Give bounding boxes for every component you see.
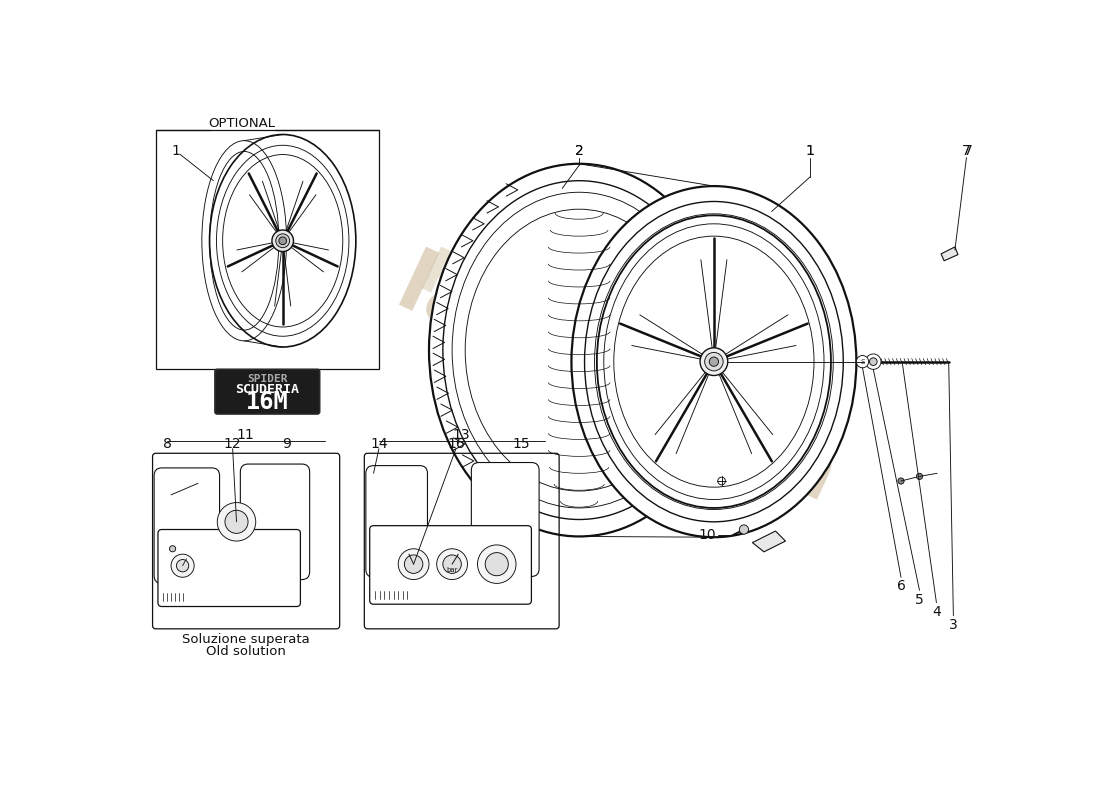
Text: 15: 15 — [513, 437, 530, 451]
Text: 12: 12 — [223, 437, 242, 451]
Text: 7: 7 — [962, 145, 971, 158]
Text: 8: 8 — [163, 437, 172, 451]
Circle shape — [279, 237, 287, 245]
FancyBboxPatch shape — [370, 526, 531, 604]
Text: 1: 1 — [805, 145, 815, 158]
Text: 2: 2 — [575, 145, 583, 158]
Text: OPTIONAL: OPTIONAL — [208, 118, 275, 130]
Text: SPIDER: SPIDER — [248, 374, 287, 384]
Polygon shape — [942, 247, 958, 261]
Text: 9: 9 — [282, 437, 292, 451]
Circle shape — [705, 353, 723, 371]
FancyBboxPatch shape — [241, 464, 310, 579]
Circle shape — [218, 502, 255, 541]
FancyBboxPatch shape — [472, 462, 539, 577]
Text: bar: bar — [447, 566, 458, 573]
Text: Soluzione superata: Soluzione superata — [182, 633, 309, 646]
Text: la passion: la passion — [385, 244, 850, 518]
Circle shape — [272, 230, 294, 251]
Circle shape — [437, 549, 468, 579]
FancyBboxPatch shape — [366, 466, 428, 578]
Text: 4: 4 — [932, 605, 940, 619]
Circle shape — [276, 234, 289, 248]
Text: 16: 16 — [447, 437, 465, 451]
Circle shape — [916, 474, 923, 479]
Text: S: S — [860, 358, 865, 365]
Text: 3: 3 — [949, 618, 958, 632]
Circle shape — [169, 546, 176, 552]
Circle shape — [176, 559, 189, 572]
Circle shape — [224, 510, 249, 534]
FancyBboxPatch shape — [214, 370, 320, 414]
Text: 13: 13 — [452, 428, 470, 442]
Text: 1: 1 — [805, 145, 815, 158]
Text: 7: 7 — [964, 145, 972, 158]
FancyBboxPatch shape — [158, 530, 300, 606]
Text: SCUDERIA: SCUDERIA — [235, 383, 299, 396]
Text: 85: 85 — [586, 346, 772, 508]
Ellipse shape — [429, 164, 729, 537]
Circle shape — [485, 553, 508, 576]
Text: 2: 2 — [575, 145, 583, 158]
Text: 16M: 16M — [246, 390, 288, 414]
Circle shape — [700, 348, 728, 375]
FancyBboxPatch shape — [154, 468, 220, 583]
Circle shape — [443, 555, 461, 574]
Ellipse shape — [572, 186, 856, 538]
Circle shape — [477, 545, 516, 583]
Circle shape — [710, 357, 718, 366]
Circle shape — [405, 555, 422, 574]
Text: Old solution: Old solution — [206, 645, 286, 658]
Circle shape — [739, 525, 749, 534]
Text: 5: 5 — [915, 593, 924, 606]
Text: 6: 6 — [896, 579, 905, 594]
Text: passion85: passion85 — [416, 234, 758, 435]
Circle shape — [398, 549, 429, 579]
Text: 1: 1 — [172, 145, 180, 158]
Circle shape — [866, 354, 881, 370]
Circle shape — [869, 358, 877, 366]
Circle shape — [898, 478, 904, 484]
Polygon shape — [752, 531, 785, 552]
Text: 14: 14 — [370, 437, 388, 451]
Text: 11: 11 — [236, 428, 254, 442]
Circle shape — [856, 355, 869, 368]
Text: 10: 10 — [698, 528, 716, 542]
Circle shape — [170, 554, 195, 578]
